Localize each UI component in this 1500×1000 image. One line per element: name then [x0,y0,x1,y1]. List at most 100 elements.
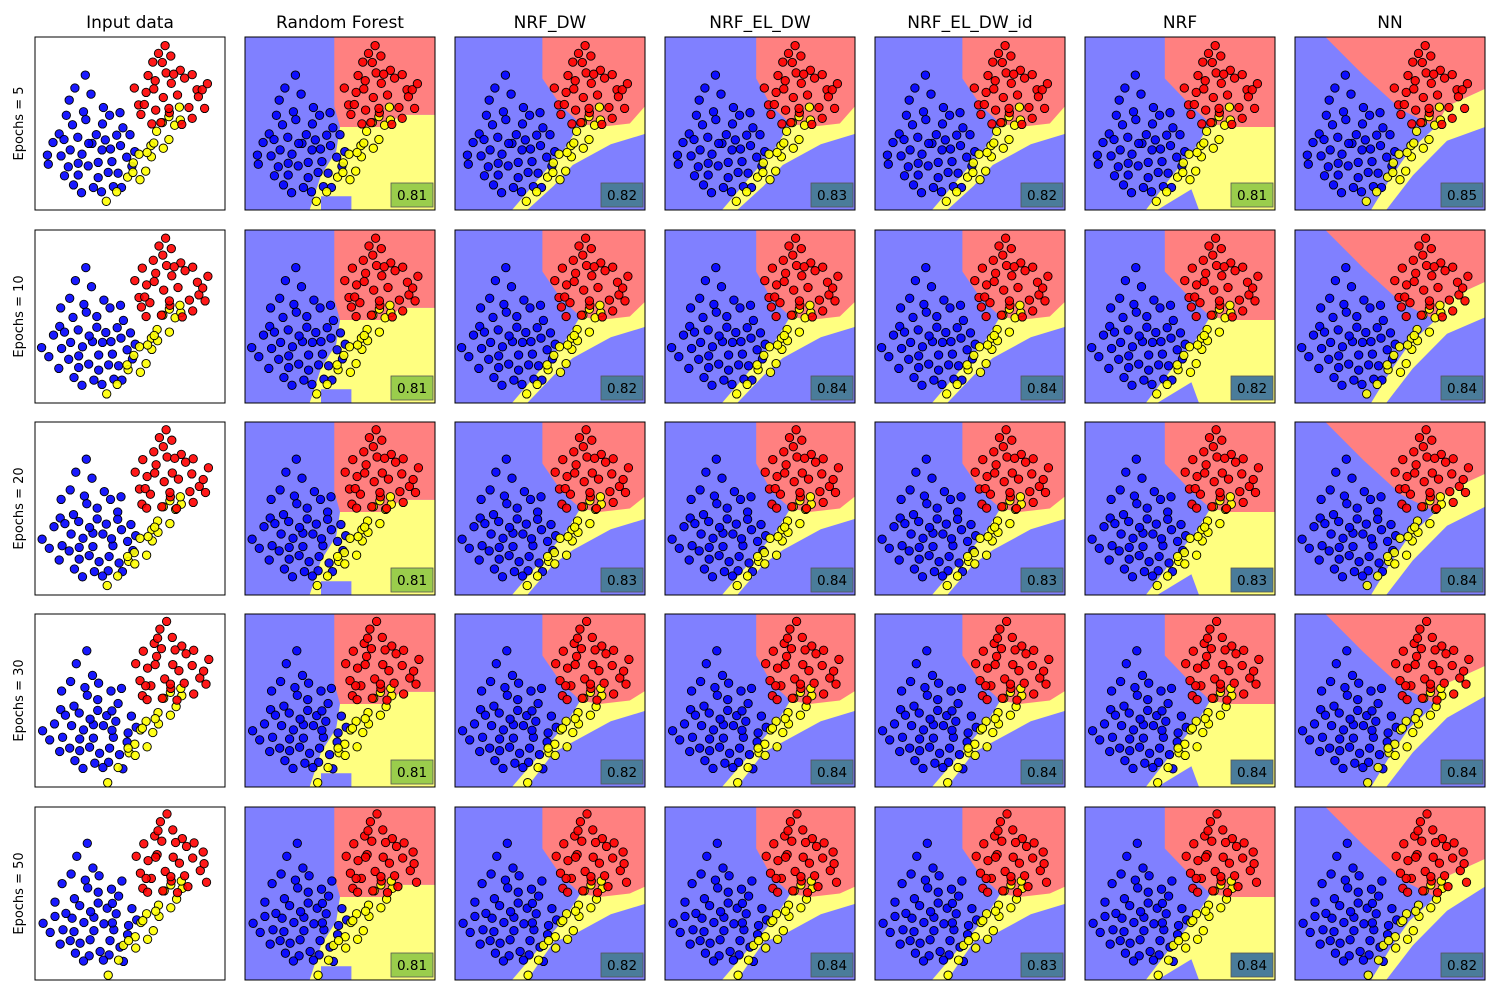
point-red [1231,649,1241,659]
point-blue [945,935,955,946]
point-red [366,643,377,654]
point-yellow [968,158,978,168]
point-blue [292,646,302,656]
point-blue [94,557,104,567]
point-red [1401,503,1412,513]
point-blue [1304,543,1314,553]
point-red [188,454,198,464]
point-blue [297,473,307,483]
point-red [996,117,1006,128]
point-red [797,271,807,281]
point-blue [1134,331,1144,341]
point-blue [79,917,89,928]
point-blue [1145,946,1155,957]
point-blue [876,342,887,353]
point-red [772,887,783,897]
point-yellow [561,550,572,560]
point-blue [97,379,107,390]
point-red [1197,119,1207,129]
point-blue [279,564,290,574]
point-blue [307,337,318,348]
point-yellow [347,723,358,733]
point-red [1443,881,1453,892]
point-yellow [101,196,111,206]
point-red [1211,425,1221,435]
point-red [368,250,378,260]
point-blue [532,130,542,140]
point-blue [1149,486,1159,497]
point-blue [1324,95,1334,105]
point-blue [74,516,84,527]
point-blue [715,907,726,917]
point-red [382,887,393,898]
point-blue [326,683,337,694]
point-red [608,454,618,464]
point-blue [58,925,68,935]
point-red [618,283,628,293]
point-blue [60,710,71,720]
point-blue [1325,145,1335,155]
point-blue [484,546,494,556]
point-blue [284,554,294,564]
point-yellow [562,742,572,752]
point-blue [909,372,919,383]
point-blue [884,352,894,362]
point-blue [79,299,89,310]
panel-frame [454,36,646,211]
point-blue [1366,884,1377,894]
point-yellow [1208,143,1218,153]
point-blue [1144,365,1154,375]
point-red [988,255,998,265]
row-label: Epochs = 5 [12,86,27,160]
point-blue [1161,909,1171,919]
point-red [1432,90,1443,100]
point-blue [332,345,342,355]
point-blue [1118,312,1128,323]
point-red [377,632,387,643]
point-blue [1341,454,1351,464]
point-blue [292,690,302,700]
point-blue [315,935,325,946]
point-blue [287,342,298,352]
point-red [1216,871,1226,882]
point-red [368,886,378,896]
point-blue [1165,140,1176,151]
point-blue [687,878,697,889]
point-red [1005,679,1016,689]
point-yellow [358,727,368,738]
point-blue [1331,467,1341,477]
point-blue [1360,135,1370,145]
point-red [969,83,979,93]
point-red [978,646,988,656]
point-blue [905,145,915,155]
point-blue [516,187,527,197]
point-yellow [1185,367,1196,377]
point-yellow [1424,327,1435,337]
point-blue [938,529,948,539]
point-red [1431,503,1442,514]
point-blue [518,529,528,539]
point-red [981,280,992,290]
point-blue [1125,746,1135,756]
point-yellow [942,389,952,399]
point-red [1206,643,1216,654]
point-yellow [982,147,992,158]
point-red [581,616,592,627]
point-yellow [135,175,145,185]
point-blue [953,698,963,709]
point-red [787,836,797,846]
point-red [371,616,382,627]
point-red [1011,503,1022,514]
point-red [1216,78,1226,88]
point-blue [64,546,74,556]
point-red [199,103,210,114]
point-blue [73,170,83,180]
point-red [549,83,559,93]
point-red [1181,659,1191,669]
point-blue [1378,315,1388,326]
score-label: 0.84 [1447,765,1477,781]
point-red [827,85,837,95]
point-blue [733,360,744,370]
point-yellow [1408,727,1418,738]
point-blue [1383,920,1394,931]
